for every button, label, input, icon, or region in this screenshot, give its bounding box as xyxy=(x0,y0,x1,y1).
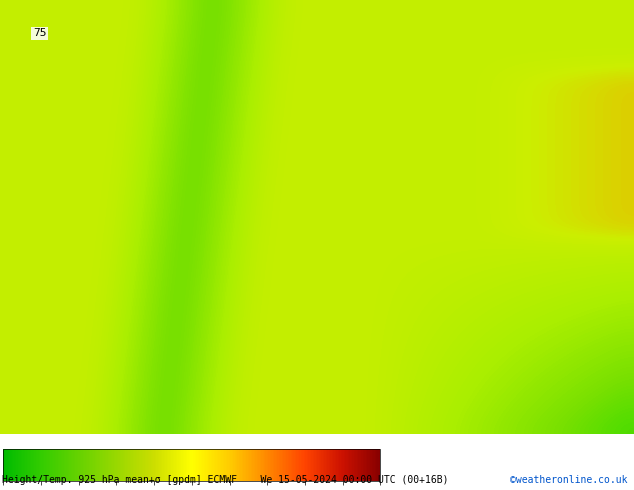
Text: ©weatheronline.co.uk: ©weatheronline.co.uk xyxy=(510,475,628,486)
Text: Height/Temp. 925 hPa mean+σ [gpdm] ECMWF    We 15-05-2024 00:00 UTC (00+16B): Height/Temp. 925 hPa mean+σ [gpdm] ECMWF… xyxy=(2,475,448,486)
Text: 75: 75 xyxy=(33,28,46,38)
